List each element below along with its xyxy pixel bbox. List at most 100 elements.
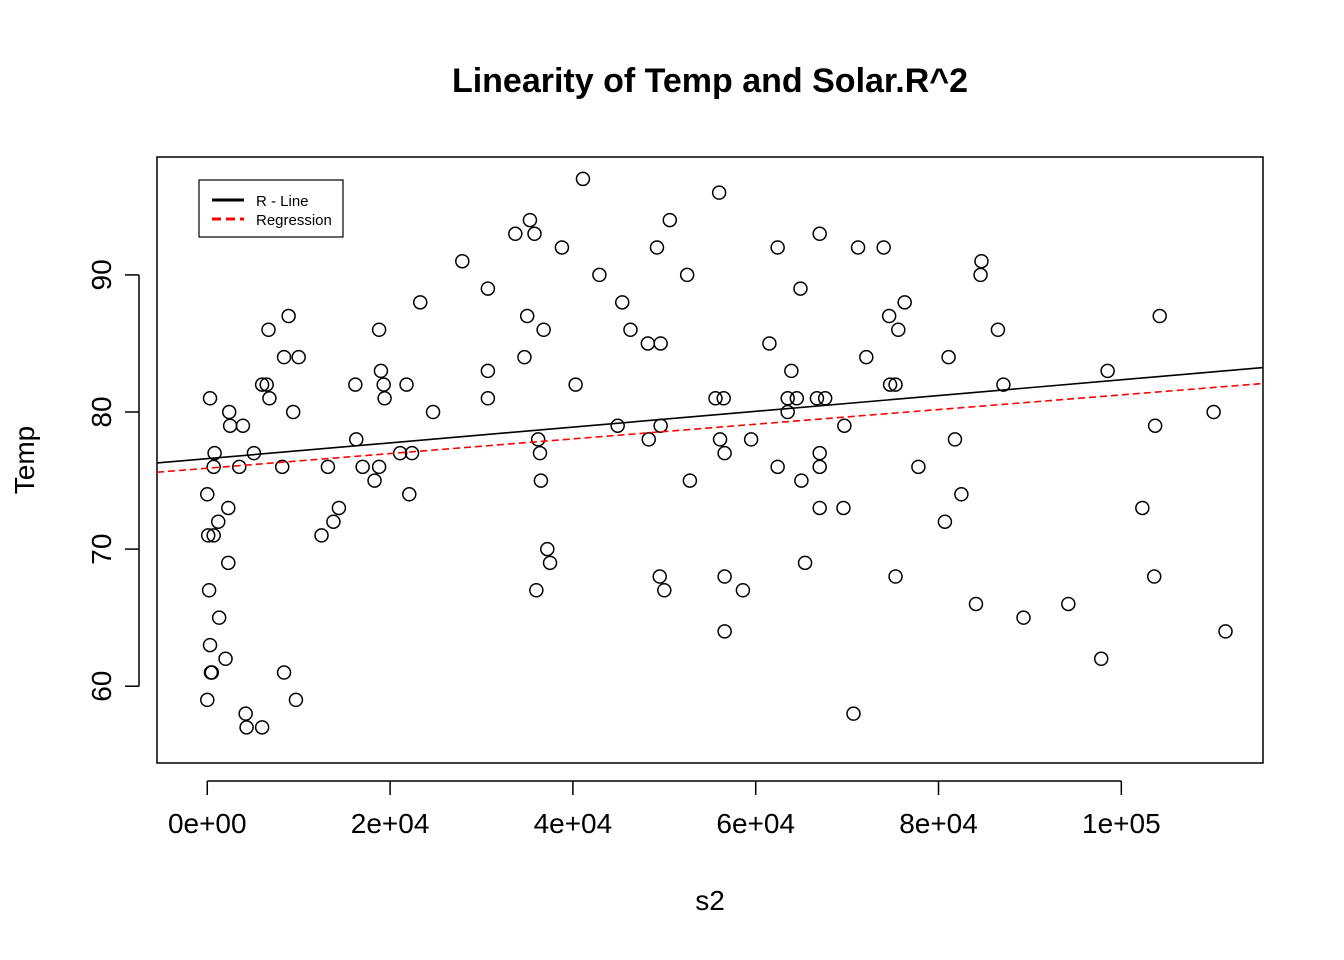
data-point	[221, 500, 236, 516]
data-point	[780, 391, 795, 406]
data-point	[480, 363, 496, 379]
data-point	[784, 363, 799, 379]
data-point	[288, 692, 304, 708]
data-point	[996, 377, 1011, 392]
data-point	[326, 514, 341, 529]
data-point	[480, 281, 496, 296]
data-point	[1093, 651, 1109, 667]
data-point	[770, 240, 785, 255]
data-point	[1218, 624, 1233, 639]
data-point	[202, 391, 218, 406]
data-point	[812, 445, 827, 461]
data-point	[412, 295, 428, 310]
data-point	[592, 267, 607, 283]
data-point	[817, 391, 833, 406]
data-point	[238, 706, 253, 721]
data-point	[888, 569, 903, 584]
data-point	[200, 692, 215, 708]
data-point	[836, 500, 851, 516]
data-point	[850, 240, 866, 255]
data-point	[652, 569, 667, 584]
data-point	[649, 240, 665, 255]
data-point	[897, 295, 912, 310]
data-point	[610, 418, 625, 433]
data-point	[276, 665, 292, 680]
data-point	[276, 349, 292, 365]
data-point	[200, 528, 216, 543]
data-point	[455, 253, 470, 269]
data-point	[480, 391, 496, 406]
data-point	[262, 391, 277, 406]
data-point	[206, 528, 221, 543]
data-point	[201, 582, 217, 598]
y-tick-label: 90	[86, 259, 117, 290]
data-point	[662, 212, 678, 228]
data-point	[1100, 363, 1115, 379]
y-tick-label: 60	[86, 671, 117, 702]
data-point	[200, 487, 215, 502]
data-point	[990, 322, 1006, 338]
data-point	[615, 295, 630, 310]
data-point	[743, 432, 759, 447]
data-point	[367, 473, 382, 488]
regression-line	[156, 382, 1264, 474]
x-axis-label: s2	[695, 885, 725, 916]
data-point	[937, 514, 953, 529]
data-point	[882, 377, 898, 392]
data-point	[876, 240, 891, 255]
data-point	[717, 569, 732, 584]
data-point	[653, 418, 668, 433]
data-point	[320, 459, 336, 475]
data-point	[210, 514, 226, 529]
data-point	[1152, 308, 1167, 324]
data-point	[881, 308, 897, 324]
data-point	[349, 432, 364, 447]
data-point	[522, 212, 538, 228]
data-point	[657, 582, 672, 598]
r-line	[156, 366, 1264, 464]
data-point	[554, 240, 570, 255]
data-point	[221, 404, 237, 420]
data-point	[274, 459, 290, 475]
data-point	[206, 459, 221, 475]
data-point	[809, 391, 825, 406]
data-point	[207, 445, 222, 461]
x-tick-label: 8e+04	[899, 808, 978, 839]
data-point	[973, 267, 988, 283]
data-point	[812, 500, 827, 516]
data-point	[399, 377, 414, 392]
data-point	[1016, 610, 1031, 625]
x-axis: 0e+00 2e+04 4e+04 6e+04 8e+04 1e+05	[168, 780, 1161, 839]
data-point	[529, 582, 544, 598]
x-tick-label: 1e+05	[1082, 808, 1161, 839]
x-tick-label: 2e+04	[351, 808, 430, 839]
data-points	[200, 171, 1233, 735]
x-tick-label: 4e+04	[534, 808, 613, 839]
y-axis: 60 70 80 90	[86, 259, 140, 702]
y-tick-label: 70	[86, 534, 117, 565]
data-point	[947, 432, 963, 447]
data-point	[519, 308, 535, 324]
data-point	[797, 555, 813, 571]
data-point	[218, 651, 233, 667]
legend-label-r-line: R - Line	[256, 193, 309, 210]
data-point	[540, 541, 555, 557]
data-point	[235, 418, 251, 433]
data-point	[716, 391, 731, 406]
data-point	[891, 322, 906, 338]
data-point	[968, 596, 984, 612]
data-point	[348, 377, 363, 392]
data-point	[314, 528, 329, 543]
data-point	[542, 555, 558, 571]
chart-title: Linearity of Temp and Solar.R^2	[452, 62, 968, 100]
data-point	[530, 432, 546, 447]
data-point	[1061, 596, 1076, 612]
data-point	[793, 281, 808, 296]
data-point	[254, 720, 270, 735]
data-point	[246, 445, 262, 461]
data-point	[254, 377, 270, 392]
data-point	[371, 322, 387, 338]
data-point	[794, 473, 809, 488]
data-point	[377, 391, 392, 406]
